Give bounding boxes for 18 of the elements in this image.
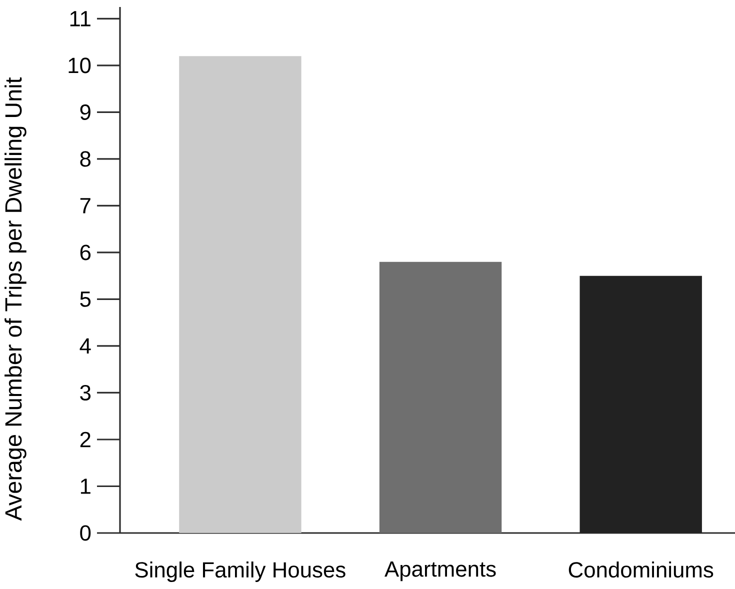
y-tick-label: 10	[68, 58, 91, 74]
bar	[379, 262, 502, 533]
x-tick-label: Single Family Houses	[135, 562, 346, 582]
x-tick-label: Condominiums	[568, 562, 714, 578]
y-tick-label: 9	[80, 104, 90, 120]
y-tick-label: 11	[70, 11, 90, 26]
y-tick-label: 1	[80, 478, 90, 494]
y-tick-label: 2	[80, 432, 90, 448]
y-tick-label: 0	[80, 525, 91, 541]
y-tick-label: 5	[80, 292, 91, 307]
y-axis-title: Average Number of Trips per Dwelling Unit	[4, 77, 26, 521]
x-tick-label: Apartments	[384, 562, 496, 582]
bar	[179, 56, 302, 533]
y-tick-label: 7	[80, 198, 90, 214]
y-tick-label: 8	[80, 151, 91, 167]
y-tick-label: 3	[80, 384, 91, 400]
y-tick-label: 6	[80, 244, 91, 260]
y-tick-label: 4	[80, 338, 91, 354]
